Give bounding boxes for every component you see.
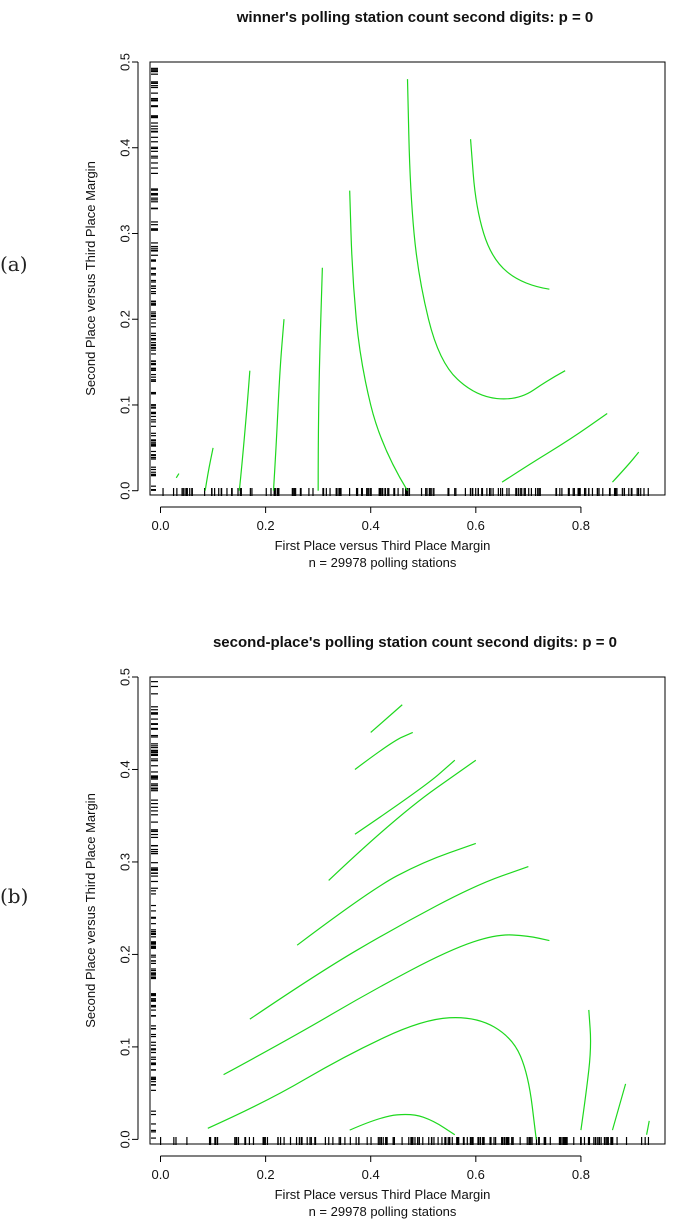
rug-marks bbox=[151, 681, 650, 1145]
y-tick-label: 0.1 bbox=[117, 396, 132, 414]
x-tick-label: 0.2 bbox=[257, 1167, 275, 1182]
contour-line bbox=[349, 1113, 456, 1136]
y-tick-label: 0.3 bbox=[117, 224, 132, 242]
y-tick-label: 0.4 bbox=[117, 760, 132, 778]
x-tick-label: 0.4 bbox=[362, 518, 380, 533]
chart-panel-b: (b) second-place's polling station count… bbox=[0, 616, 693, 1232]
contour-line bbox=[349, 190, 409, 492]
x-tick-label: 0.0 bbox=[151, 518, 169, 533]
contour-line bbox=[612, 451, 640, 483]
contour-line bbox=[611, 1083, 627, 1131]
x-axis-label: First Place versus Third Place Margin bbox=[275, 1187, 491, 1202]
contour-line bbox=[354, 759, 456, 835]
y-tick-label: 0.2 bbox=[117, 310, 132, 328]
panel-label: (a) bbox=[0, 252, 28, 276]
y-tick-label: 0.0 bbox=[117, 482, 132, 500]
x-axis-sublabel: n = 29978 polling stations bbox=[309, 1204, 457, 1219]
contour-line bbox=[175, 473, 180, 479]
contour-line bbox=[204, 447, 214, 491]
x-tick-label: 0.0 bbox=[151, 1167, 169, 1182]
y-tick-label: 0.1 bbox=[117, 1038, 132, 1056]
contour-line bbox=[296, 842, 477, 946]
contour-line bbox=[370, 704, 403, 733]
contour-line bbox=[238, 370, 251, 491]
y-tick-label: 0.5 bbox=[117, 668, 132, 686]
x-tick-label: 0.6 bbox=[467, 1167, 485, 1182]
x-tick-label: 0.6 bbox=[467, 518, 485, 533]
x-tick-label: 0.4 bbox=[362, 1167, 380, 1182]
contour-line bbox=[580, 1009, 592, 1131]
contour-line bbox=[328, 759, 477, 881]
contour-line bbox=[501, 413, 608, 483]
chart-title: winner's polling station count second di… bbox=[236, 9, 594, 26]
contour-plot-b: second-place's polling station count sec… bbox=[83, 634, 666, 1219]
rug-marks bbox=[151, 67, 649, 496]
contour-line bbox=[317, 267, 323, 491]
y-axis-label: Second Place versus Third Place Margin bbox=[83, 793, 98, 1028]
contour-line bbox=[223, 934, 550, 1076]
contour-line bbox=[249, 866, 529, 1020]
plot-frame bbox=[149, 61, 666, 496]
plot-frame bbox=[149, 676, 666, 1145]
x-tick-label: 0.2 bbox=[257, 518, 275, 533]
contour-line bbox=[272, 319, 285, 491]
contour-plot-a: winner's polling station count second di… bbox=[83, 9, 666, 570]
chart-title: second-place's polling station count sec… bbox=[213, 634, 617, 651]
x-axis-label: First Place versus Third Place Margin bbox=[275, 538, 491, 553]
y-tick-label: 0.3 bbox=[117, 853, 132, 871]
contour-line bbox=[469, 139, 550, 290]
y-tick-label: 0.5 bbox=[117, 53, 132, 71]
y-tick-label: 0.2 bbox=[117, 945, 132, 963]
contour-line bbox=[354, 731, 413, 770]
y-tick-label: 0.0 bbox=[117, 1130, 132, 1148]
contour-line bbox=[406, 79, 566, 400]
contour-line bbox=[207, 1017, 537, 1140]
x-axis-sublabel: n = 29978 polling stations bbox=[309, 555, 457, 570]
x-tick-label: 0.8 bbox=[572, 1167, 590, 1182]
x-tick-label: 0.8 bbox=[572, 518, 590, 533]
y-tick-label: 0.4 bbox=[117, 139, 132, 157]
contour-line bbox=[646, 1120, 650, 1135]
chart-panel-a: (a) winner's polling station count secon… bbox=[0, 0, 693, 600]
y-axis-label: Second Place versus Third Place Margin bbox=[83, 161, 98, 396]
panel-label: (b) bbox=[0, 884, 29, 908]
